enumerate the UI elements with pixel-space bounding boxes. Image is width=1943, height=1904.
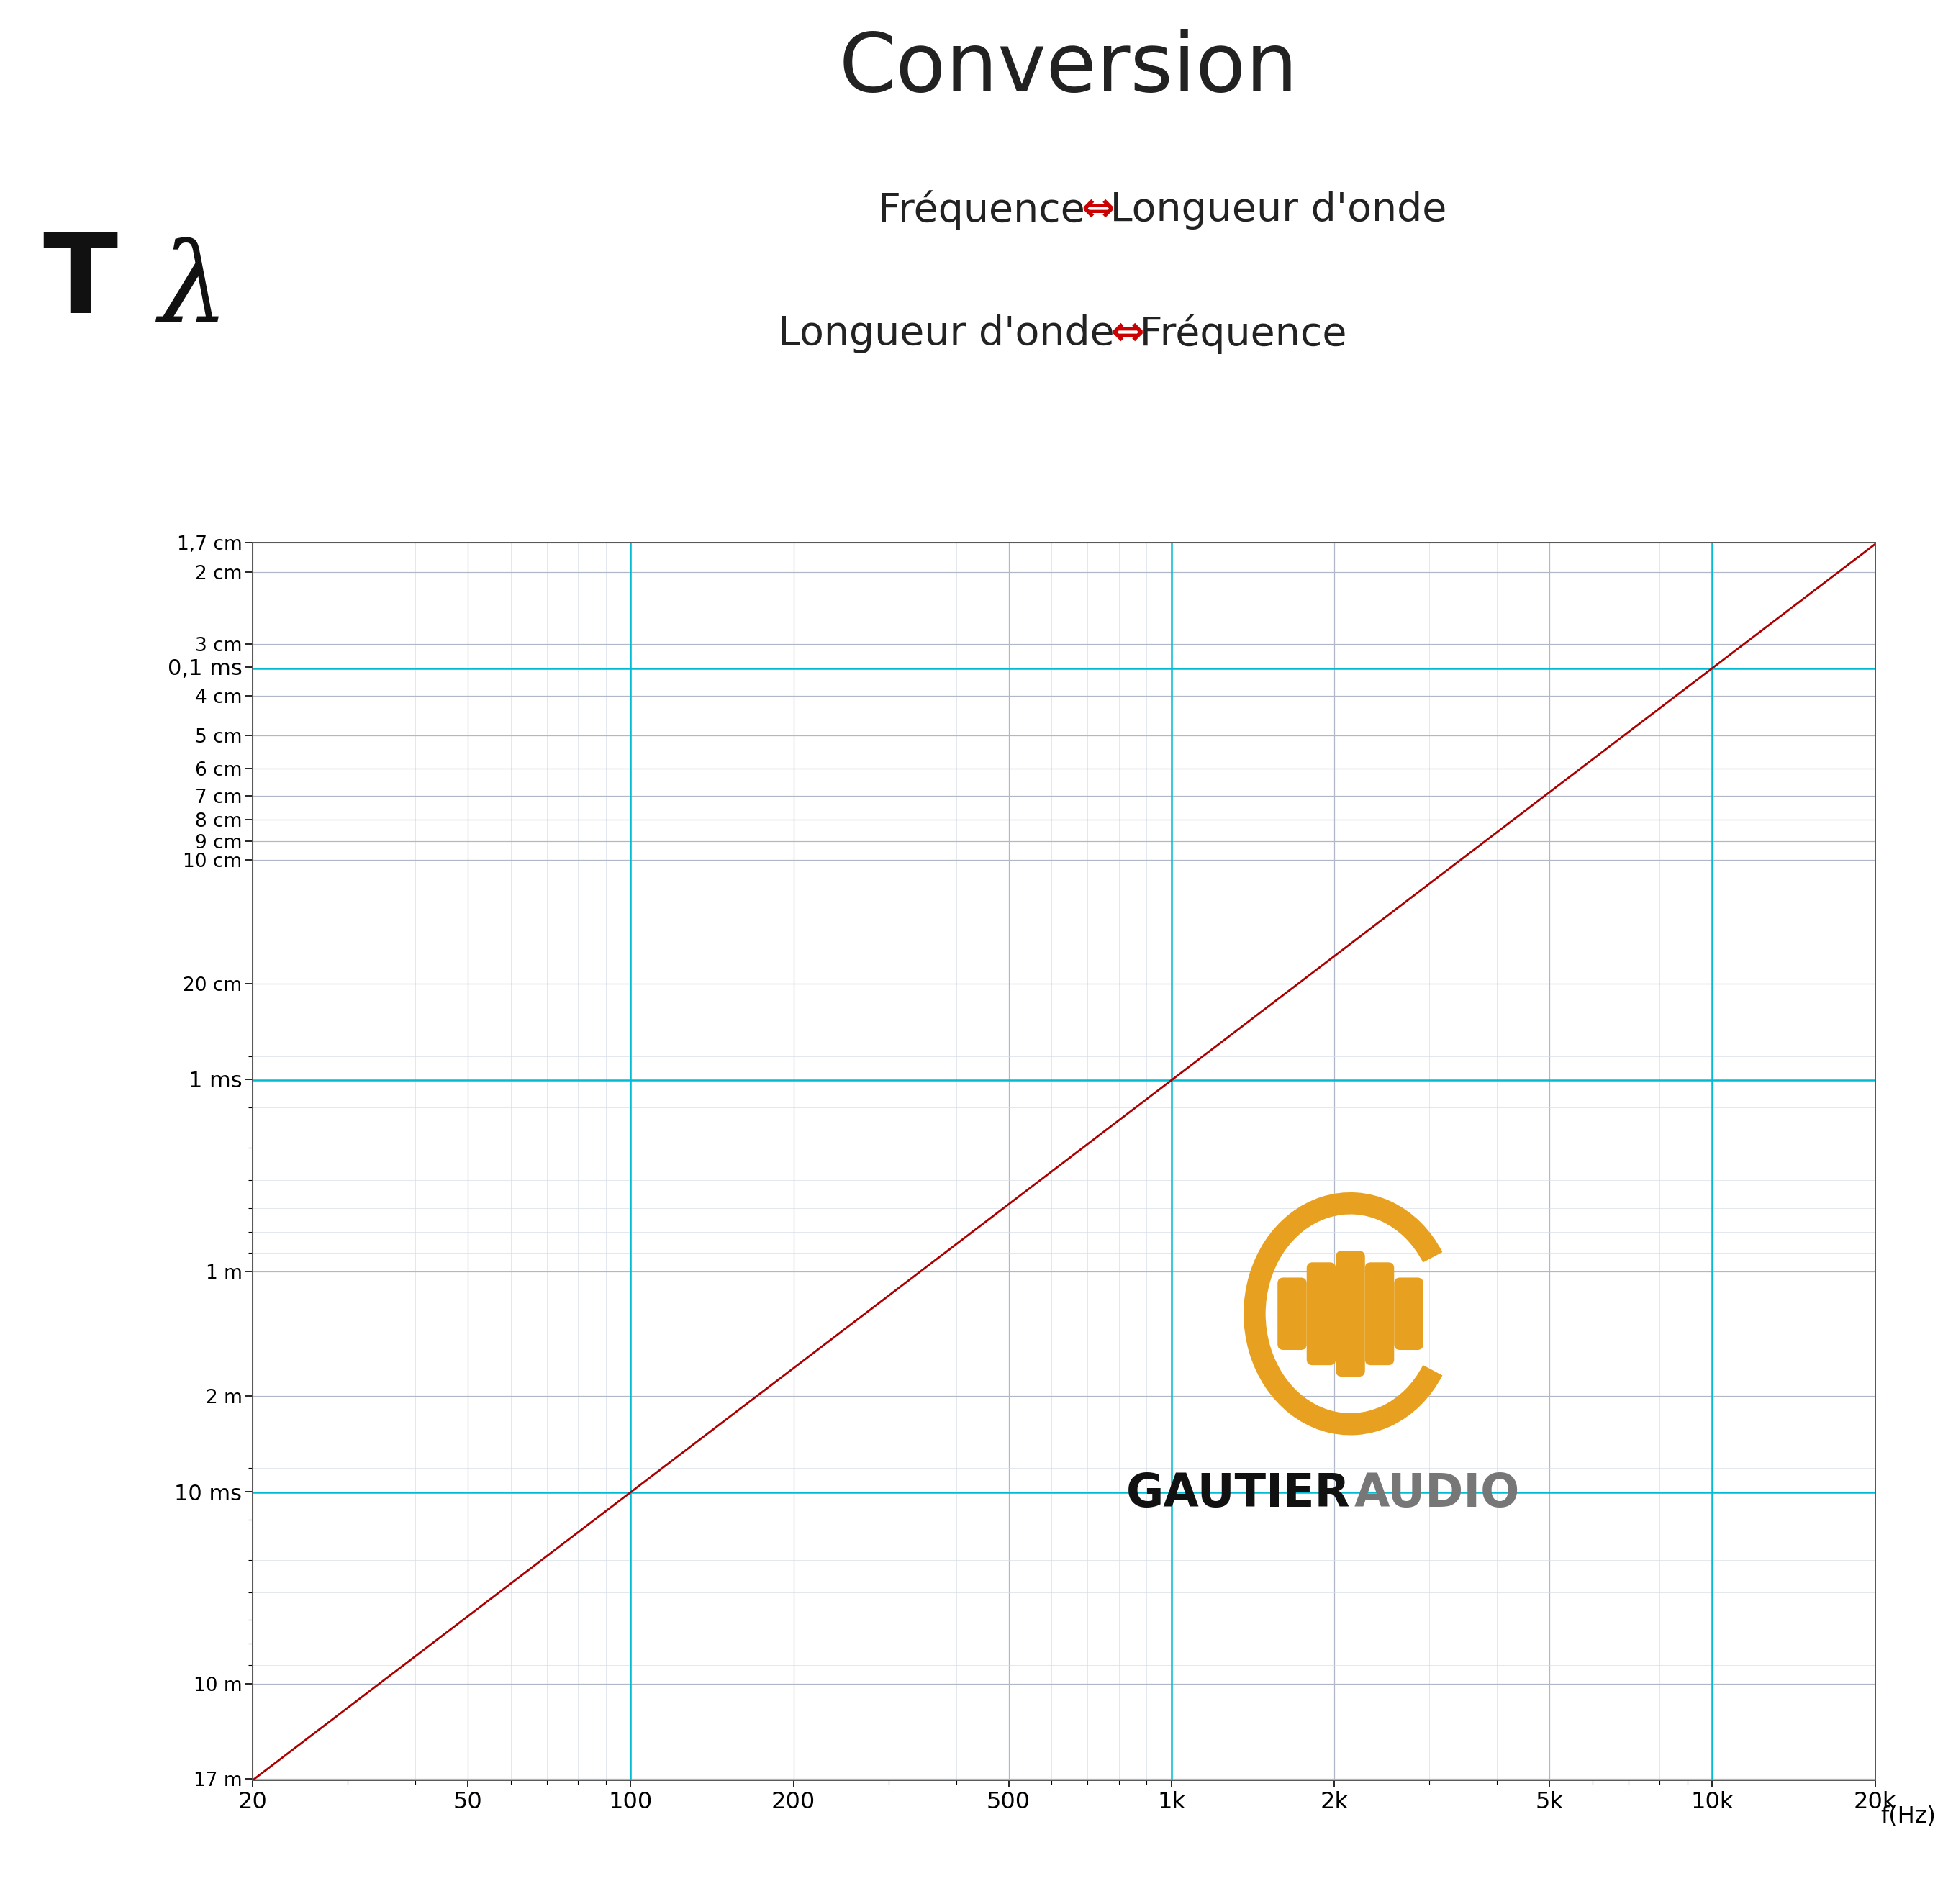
Text: GAUTIER: GAUTIER [1127,1472,1350,1516]
Text: λ: λ [159,238,229,345]
Text: T: T [43,228,119,335]
Text: Longueur d'onde: Longueur d'onde [1098,190,1448,228]
Text: Longueur d'onde: Longueur d'onde [777,314,1127,352]
Text: f(Hz): f(Hz) [1881,1805,1935,1828]
Text: ⇔: ⇔ [1109,314,1144,352]
Text: Fréquence: Fréquence [1127,314,1346,354]
Text: ⇔: ⇔ [1080,190,1115,228]
Text: AUDIO: AUDIO [1354,1472,1519,1516]
Text: Fréquence: Fréquence [878,190,1098,230]
Text: Conversion: Conversion [839,29,1298,109]
